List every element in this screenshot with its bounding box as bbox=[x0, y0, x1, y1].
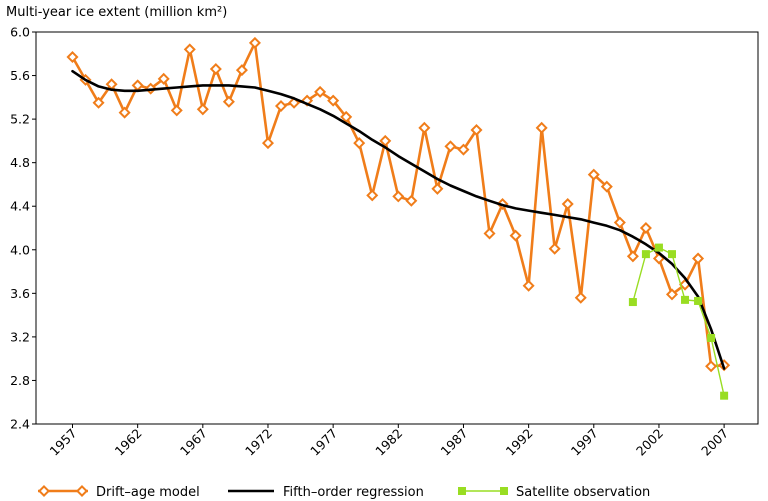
drift-age-point bbox=[457, 143, 470, 156]
legend-satellite-marker bbox=[500, 487, 508, 495]
drift-age-point bbox=[196, 103, 209, 116]
y-tick-label: 2.8 bbox=[10, 373, 30, 388]
drift-age-point bbox=[157, 72, 170, 85]
legend-satellite-label: Satellite observation bbox=[516, 485, 650, 500]
drift-age-point bbox=[222, 95, 235, 108]
drift-age-point bbox=[248, 36, 261, 49]
satellite-point bbox=[667, 250, 676, 259]
y-tick-label: 5.6 bbox=[10, 68, 30, 83]
drift-age-point bbox=[561, 198, 574, 211]
satellite-point bbox=[654, 243, 663, 252]
drift-age-point bbox=[261, 137, 274, 150]
satellite-point bbox=[720, 391, 729, 400]
x-tick-label: 1972 bbox=[242, 426, 275, 459]
y-tick-label: 5.2 bbox=[10, 112, 30, 127]
drift-age-point bbox=[600, 180, 613, 193]
drift-age-point bbox=[405, 194, 418, 207]
satellite-point bbox=[681, 295, 690, 304]
x-tick-label: 2007 bbox=[698, 426, 731, 459]
drift-age-line bbox=[71, 41, 726, 368]
x-tick-label: 1992 bbox=[503, 426, 536, 459]
plot-border bbox=[35, 31, 759, 425]
drift-age-point bbox=[535, 121, 548, 134]
legend-satellite-marker bbox=[458, 487, 466, 495]
drift-age-point bbox=[705, 360, 718, 373]
y-tick-label: 3.2 bbox=[10, 329, 30, 344]
y-tick-label: 2.4 bbox=[10, 417, 30, 432]
x-tick-label: 2002 bbox=[633, 426, 666, 459]
x-tick-label: 1987 bbox=[437, 426, 470, 459]
drift-age-point bbox=[548, 242, 561, 255]
chart-title: Multi-year ice extent (million km²) bbox=[6, 5, 227, 20]
regression-line bbox=[71, 69, 726, 370]
drift-age-point bbox=[509, 229, 522, 242]
drift-age-point bbox=[170, 104, 183, 117]
y-tick-label: 6.0 bbox=[10, 25, 30, 40]
drift-age-point bbox=[327, 94, 340, 107]
y-axis: 6.0 5.6 5.2 4.8 4.4 4.0 3.6 3.2 2.8 2.4 bbox=[10, 25, 36, 432]
x-tick-label: 1962 bbox=[112, 426, 145, 459]
legend-drift-label: Drift–age model bbox=[96, 485, 200, 500]
x-tick-label: 1977 bbox=[307, 426, 340, 459]
satellite-point bbox=[694, 296, 703, 305]
satellite-point bbox=[707, 333, 716, 342]
drift-age-point bbox=[92, 96, 105, 109]
drift-age-point bbox=[183, 43, 196, 56]
drift-age-point bbox=[366, 189, 379, 202]
drift-age-point bbox=[131, 79, 144, 92]
drift-age-point bbox=[209, 63, 222, 76]
drift-age-point bbox=[483, 227, 496, 240]
drift-age-point bbox=[314, 85, 327, 98]
legend-drift-marker bbox=[75, 484, 89, 498]
drift-age-point bbox=[639, 221, 652, 235]
x-tick-label: 1967 bbox=[177, 426, 210, 459]
drift-age-point bbox=[340, 110, 353, 123]
x-tick-label: 1997 bbox=[568, 426, 601, 459]
drift-age-point bbox=[118, 106, 131, 119]
drift-age-point bbox=[235, 64, 248, 77]
drift-age-point bbox=[444, 140, 457, 153]
drift-age-point bbox=[470, 123, 483, 137]
plot-area bbox=[35, 31, 759, 425]
drift-age-point bbox=[665, 288, 678, 301]
drift-age-point bbox=[379, 134, 392, 147]
drift-age-point bbox=[418, 121, 431, 134]
y-tick-label: 4.8 bbox=[10, 155, 30, 170]
drift-age-point bbox=[392, 190, 405, 203]
x-axis: 1957 1962 1967 1972 1977 1982 1987 1992 1997 2002… bbox=[47, 424, 731, 459]
drift-age-point bbox=[587, 168, 600, 181]
drift-age-point bbox=[522, 279, 535, 292]
y-tick-label: 4.4 bbox=[10, 199, 30, 214]
drift-age-point bbox=[274, 100, 288, 113]
drift-age-point bbox=[613, 216, 626, 229]
y-tick-label: 3.6 bbox=[10, 286, 30, 301]
drift-age-point bbox=[431, 182, 444, 195]
drift-age-point bbox=[574, 291, 587, 304]
drift-age-point bbox=[353, 137, 366, 150]
satellite-point bbox=[628, 298, 637, 307]
drift-age-point bbox=[692, 252, 705, 265]
legend-regression-label: Fifth–order regression bbox=[283, 485, 424, 500]
x-tick-label: 1957 bbox=[47, 426, 80, 459]
drift-age-point bbox=[626, 250, 639, 263]
x-tick-label: 1982 bbox=[372, 426, 405, 459]
legend-drift-marker bbox=[37, 484, 51, 498]
y-tick-label: 4.0 bbox=[10, 242, 30, 257]
drift-age-point bbox=[66, 51, 79, 64]
legend: Drift–age model Fifth–order regression Sat… bbox=[37, 484, 650, 500]
series-layer bbox=[66, 36, 731, 400]
satellite-point bbox=[641, 250, 650, 259]
